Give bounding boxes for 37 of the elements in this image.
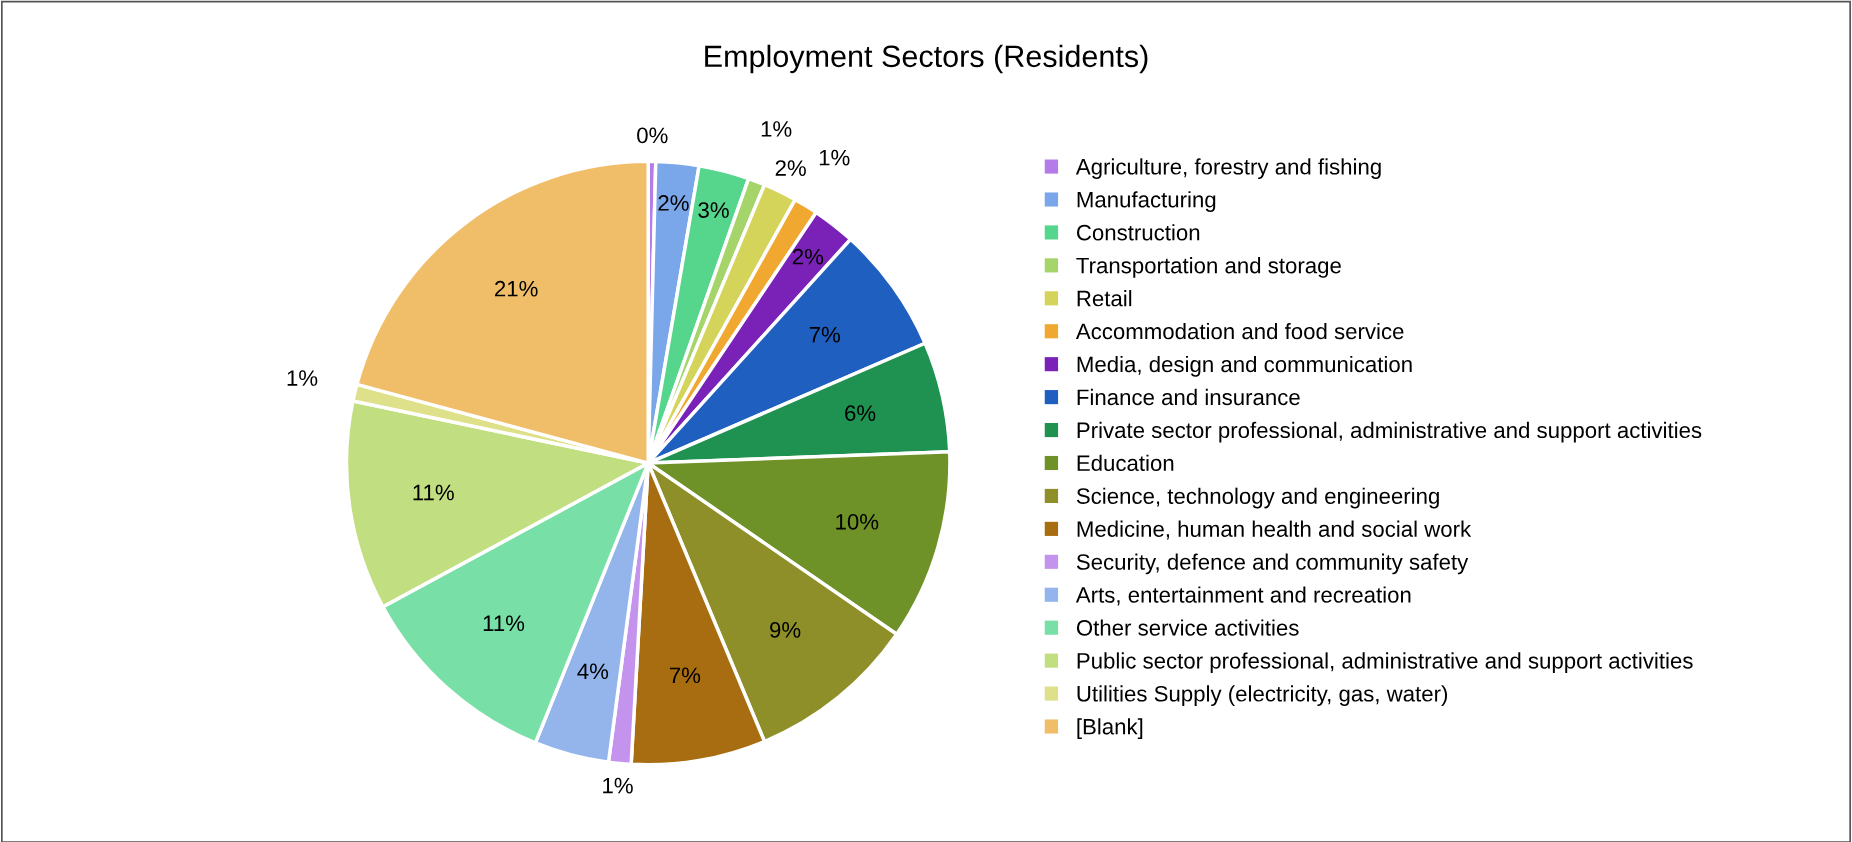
chart-title: Employment Sectors (Residents) [705,44,1148,74]
data-label: 2% [792,248,824,265]
legend-label: Construction [1076,224,1200,241]
data-label: 4% [577,663,609,680]
legend-label: Other service activities [1076,619,1299,636]
data-label: 1% [819,149,850,166]
legend-label: [Blank] [1077,718,1143,739]
data-label: 2% [658,195,689,211]
legend-label: Media, design and communication [1077,355,1412,377]
legend-label: Private sector professional, administrative and support activities [1077,421,1702,443]
data-label: 10% [836,513,879,530]
legend-label: Finance and insurance [1077,388,1300,406]
legend-label: Arts, entertainment and recreation [1075,586,1411,606]
data-label: 11% [413,484,454,501]
data-label: 21% [495,280,538,297]
legend-label: Retail [1077,290,1132,307]
data-label: 3% [698,202,729,218]
legend-label: Agriculture, forestry and fishing [1075,158,1381,180]
legend-label: Education [1077,454,1174,472]
data-label: 7% [669,667,701,684]
data-label: 7% [809,326,841,343]
legend-label: Accommodation and food service [1075,322,1404,340]
data-label: 2% [775,160,806,176]
data-label: 1% [287,370,318,386]
data-label: 11% [483,615,525,632]
legend-label: Medicine, human health and social work [1077,520,1472,540]
data-label: 6% [845,405,876,422]
data-label: 0% [637,127,668,144]
legend-label: Manufacturing [1077,191,1216,212]
legend-label: Public sector professional, administrative and support activities [1077,652,1693,674]
data-label: 1% [603,777,633,794]
legend-label: Transportation and storage [1076,257,1341,278]
legend-label: Science, technology and engineering [1076,487,1439,509]
data-label: 1% [761,121,792,137]
legend-label: Utilities Supply (electricity, gas, water) [1077,685,1448,707]
data-label: 9% [770,622,801,638]
legend-label: Security, defence and community safety [1076,553,1469,575]
